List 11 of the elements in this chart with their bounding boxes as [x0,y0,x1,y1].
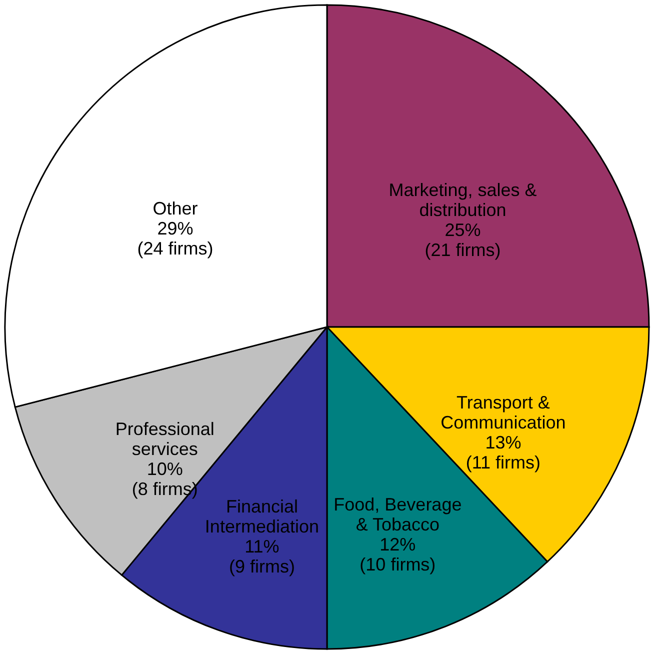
slice-label: Food, Beverage & Tobacco [334,494,462,535]
data-label: 12% (10 firms) [360,534,436,575]
data-label: 29% (24 firms) [137,218,214,258]
data-label: 25% (21 firms) [424,220,501,260]
data-label: 11% (9 firms) [228,536,295,577]
data-label: 13% (11 firms) [466,432,541,472]
slice-label: Transport & Communication [440,392,566,432]
slice-label: Financial Intermediation [204,496,319,537]
slice-label: Other [152,198,198,218]
slice-label: Marketing, sales & distribution [388,180,537,220]
slice-label: Professional services [115,418,214,459]
